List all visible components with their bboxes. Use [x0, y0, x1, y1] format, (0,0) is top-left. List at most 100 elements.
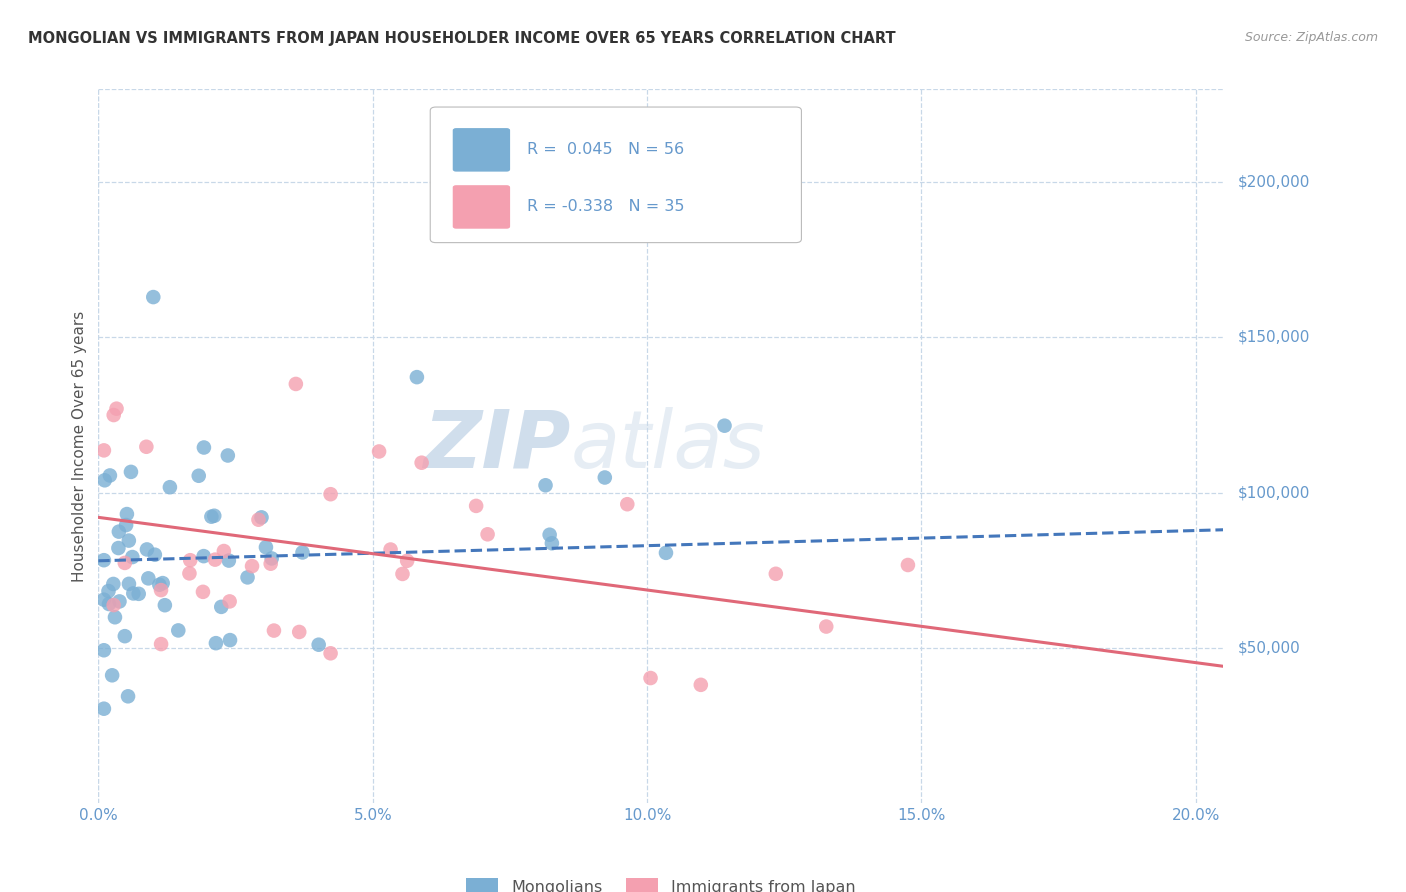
Text: $150,000: $150,000	[1237, 330, 1309, 345]
Point	[104, 610, 127, 624]
Point	[115, 518, 138, 533]
Point	[114, 629, 136, 643]
Point	[93, 553, 115, 567]
Point	[136, 542, 159, 557]
Point	[115, 507, 138, 521]
Point	[240, 559, 263, 574]
Point	[153, 598, 176, 612]
Point	[815, 619, 838, 633]
Text: MONGOLIAN VS IMMIGRANTS FROM JAPAN HOUSEHOLDER INCOME OVER 65 YEARS CORRELATION : MONGOLIAN VS IMMIGRANTS FROM JAPAN HOUSE…	[28, 31, 896, 46]
Point	[148, 578, 170, 592]
Point	[93, 443, 115, 458]
Point	[187, 468, 209, 483]
Point	[254, 540, 277, 554]
Point	[218, 594, 240, 608]
Point	[118, 577, 141, 591]
Point	[93, 473, 115, 487]
Point	[118, 533, 141, 548]
Point	[319, 487, 342, 501]
Point	[204, 552, 226, 566]
Point	[97, 584, 120, 599]
Legend: Mongolians, Immigrants from Japan: Mongolians, Immigrants from Japan	[460, 871, 862, 892]
Point	[765, 566, 787, 581]
Point	[101, 668, 124, 682]
Point	[236, 570, 259, 584]
Point	[193, 549, 215, 563]
Point	[136, 571, 159, 585]
Point	[103, 408, 125, 422]
Point	[107, 541, 129, 555]
Point	[291, 545, 314, 559]
Point	[260, 557, 283, 571]
Point	[689, 678, 711, 692]
Point	[284, 376, 307, 391]
Text: R =  0.045   N = 56: R = 0.045 N = 56	[527, 143, 685, 157]
Text: atlas: atlas	[571, 407, 766, 485]
Point	[219, 633, 242, 648]
Point	[114, 556, 136, 570]
FancyBboxPatch shape	[453, 186, 510, 228]
Point	[150, 583, 173, 598]
Point	[247, 513, 270, 527]
Point	[477, 527, 499, 541]
Point	[108, 524, 131, 539]
Point	[288, 624, 311, 639]
Point	[167, 624, 190, 638]
Y-axis label: Householder Income Over 65 years: Householder Income Over 65 years	[72, 310, 87, 582]
Point	[142, 290, 165, 304]
Point	[191, 585, 214, 599]
Point	[98, 468, 121, 483]
FancyBboxPatch shape	[453, 128, 510, 171]
Point	[193, 441, 215, 455]
Point	[897, 558, 920, 572]
Point	[713, 418, 735, 433]
Point	[380, 542, 402, 557]
Point	[121, 549, 143, 564]
Point	[103, 598, 125, 612]
Point	[200, 509, 222, 524]
Point	[135, 440, 157, 454]
Point	[406, 370, 429, 384]
Point	[108, 594, 131, 608]
Text: $100,000: $100,000	[1237, 485, 1309, 500]
Point	[368, 444, 391, 458]
Point	[159, 480, 181, 494]
FancyBboxPatch shape	[430, 107, 801, 243]
Point	[308, 638, 330, 652]
Point	[218, 553, 240, 567]
Point	[593, 470, 616, 484]
Point	[391, 566, 413, 581]
Point	[93, 592, 115, 607]
Point	[152, 576, 174, 591]
Point	[122, 586, 145, 600]
Point	[541, 536, 564, 550]
Text: R = -0.338   N = 35: R = -0.338 N = 35	[527, 200, 685, 214]
Point	[534, 478, 557, 492]
Point	[179, 553, 201, 567]
Point	[205, 636, 228, 650]
Text: Source: ZipAtlas.com: Source: ZipAtlas.com	[1244, 31, 1378, 45]
Point	[120, 465, 142, 479]
Point	[655, 546, 678, 560]
Point	[209, 599, 232, 614]
Point	[202, 508, 225, 523]
Text: $50,000: $50,000	[1237, 640, 1301, 655]
Point	[212, 544, 235, 558]
Point	[538, 527, 561, 541]
Point	[93, 643, 115, 657]
Point	[93, 702, 115, 716]
Point	[640, 671, 662, 685]
Point	[263, 624, 285, 638]
Point	[179, 566, 201, 581]
Point	[260, 551, 283, 566]
Point	[97, 597, 120, 611]
Point	[616, 497, 638, 511]
Point	[250, 510, 273, 524]
Point	[143, 548, 166, 562]
Text: $200,000: $200,000	[1237, 175, 1309, 190]
Point	[103, 577, 125, 591]
Point	[105, 401, 128, 416]
Point	[465, 499, 488, 513]
Point	[319, 646, 342, 660]
Point	[117, 690, 139, 704]
